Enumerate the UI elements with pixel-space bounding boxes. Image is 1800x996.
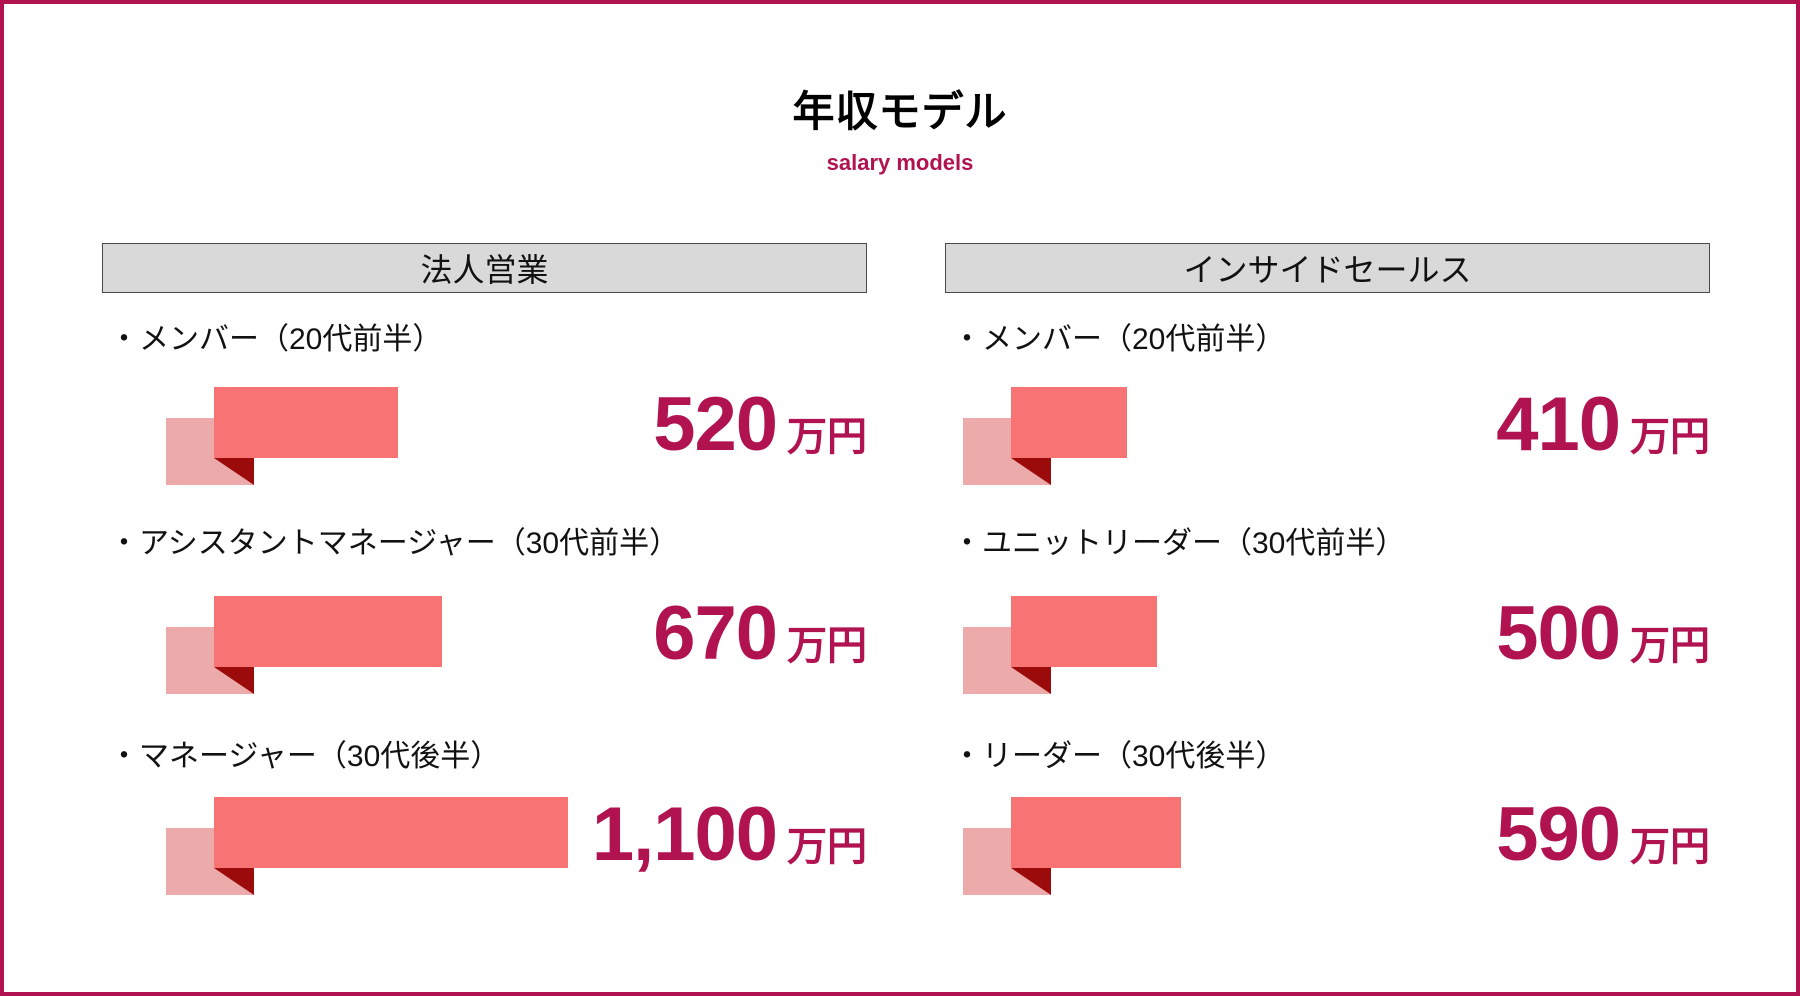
salary-label: ・メンバー（20代前半） bbox=[952, 323, 1286, 356]
salary-unit: 万円 bbox=[787, 415, 867, 459]
ribbon-bar bbox=[214, 596, 442, 667]
salary-unit: 万円 bbox=[1630, 415, 1710, 459]
salary-unit: 万円 bbox=[787, 825, 867, 869]
salary-amount: 590 万円 bbox=[1496, 797, 1710, 873]
column-inside-sales: インサイドセールス ・メンバー（20代前半） 410 万円 ・ユニットリーダー（… bbox=[945, 4, 1710, 992]
salary-amount: 520 万円 bbox=[653, 387, 867, 463]
column-header-label: 法人営業 bbox=[420, 252, 549, 288]
salary-label: ・ユニットリーダー（30代前半） bbox=[952, 527, 1406, 560]
salary-amount: 1,100 万円 bbox=[592, 797, 867, 873]
salary-label: ・メンバー（20代前半） bbox=[109, 323, 443, 356]
salary-label: ・アシスタントマネージャー（30代前半） bbox=[109, 527, 680, 560]
salary-value: 520 bbox=[653, 382, 778, 467]
salary-value: 590 bbox=[1496, 792, 1621, 877]
column-header-label: インサイドセールス bbox=[1183, 252, 1472, 288]
ribbon-bar bbox=[214, 387, 398, 458]
salary-label: ・マネージャー（30代後半） bbox=[109, 740, 501, 773]
column-corporate-sales: 法人営業 ・メンバー（20代前半） 520 万円 ・アシスタントマネージャー（3… bbox=[102, 4, 867, 992]
salary-value: 410 bbox=[1496, 382, 1621, 467]
salary-value: 500 bbox=[1496, 591, 1621, 676]
page-subtitle: salary models bbox=[826, 150, 974, 175]
salary-label: ・リーダー（30代後半） bbox=[952, 740, 1286, 773]
page-title: 年収モデル bbox=[792, 88, 1008, 135]
salary-unit: 万円 bbox=[787, 624, 867, 668]
salary-value: 1,100 bbox=[591, 792, 778, 877]
salary-amount: 670 万円 bbox=[653, 596, 867, 672]
ribbon-bar bbox=[1011, 387, 1127, 458]
salary-amount: 410 万円 bbox=[1496, 387, 1710, 463]
salary-unit: 万円 bbox=[1630, 825, 1710, 869]
salary-amount: 500 万円 bbox=[1496, 596, 1710, 672]
salary-unit: 万円 bbox=[1630, 624, 1710, 668]
column-header-corporate-sales: 法人営業 bbox=[102, 243, 867, 293]
ribbon-bar bbox=[214, 797, 568, 868]
column-header-inside-sales: インサイドセールス bbox=[945, 243, 1710, 293]
ribbon-bar bbox=[1011, 797, 1181, 868]
salary-value: 670 bbox=[653, 591, 778, 676]
ribbon-bar bbox=[1011, 596, 1157, 667]
